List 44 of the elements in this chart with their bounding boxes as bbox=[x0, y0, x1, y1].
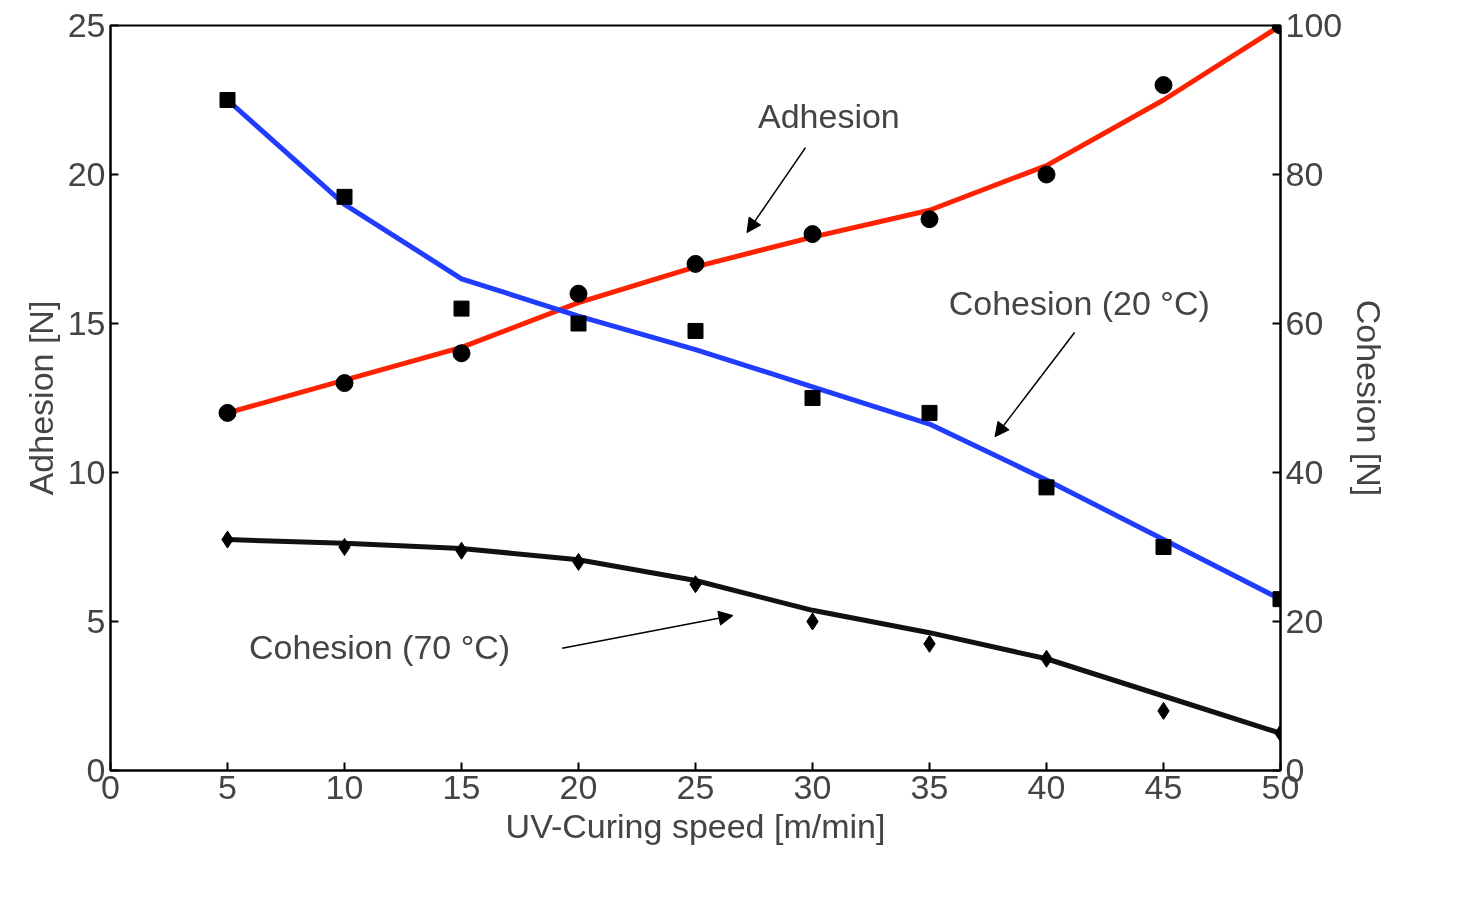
point bbox=[921, 404, 938, 421]
point bbox=[920, 210, 939, 229]
y-tick-label: 25 bbox=[67, 6, 106, 44]
annotation: Cohesion (20 °C) bbox=[948, 283, 1210, 322]
y-tick-label: 15 bbox=[67, 304, 106, 342]
point bbox=[1155, 539, 1172, 555]
point bbox=[1038, 479, 1055, 496]
x-tick-label: 35 bbox=[910, 767, 949, 806]
point bbox=[219, 92, 236, 108]
x-tick-label: 45 bbox=[1144, 767, 1183, 806]
annotation: Cohesion (70 °C) bbox=[249, 627, 511, 666]
x-tick-label: 15 bbox=[442, 767, 481, 806]
point bbox=[1037, 165, 1056, 184]
y2-tick-label: 60 bbox=[1285, 304, 1324, 342]
point bbox=[570, 315, 587, 332]
annotation: Adhesion bbox=[757, 97, 900, 136]
point bbox=[569, 284, 588, 303]
x-tick-label: 25 bbox=[676, 767, 715, 806]
point bbox=[804, 390, 821, 406]
x-axis-title: UV-Curing speed [m/min] bbox=[505, 806, 886, 845]
y-tick-label: 5 bbox=[86, 602, 106, 640]
y2-tick-label: 100 bbox=[1285, 6, 1343, 44]
y-tick-label: 10 bbox=[67, 453, 106, 491]
y2-axis-title: Cohesion [N] bbox=[1350, 299, 1389, 497]
x-tick-label: 10 bbox=[325, 767, 364, 806]
point bbox=[687, 322, 704, 339]
y-tick-label: 20 bbox=[67, 155, 106, 193]
y2-tick-label: 80 bbox=[1285, 155, 1324, 193]
y2-tick-label: 20 bbox=[1285, 602, 1324, 640]
x-tick-label: 5 bbox=[218, 767, 237, 806]
point bbox=[686, 254, 705, 273]
point bbox=[453, 300, 470, 317]
point bbox=[803, 225, 822, 244]
point bbox=[335, 374, 354, 393]
y-axis-title: Adhesion [N] bbox=[21, 300, 60, 496]
y2-tick-label: 40 bbox=[1285, 453, 1324, 491]
x-tick-label: 40 bbox=[1027, 767, 1066, 806]
point bbox=[218, 403, 237, 422]
x-tick-label: 20 bbox=[559, 767, 598, 806]
point bbox=[338, 538, 351, 556]
point bbox=[336, 188, 353, 205]
x-tick-label: 30 bbox=[793, 767, 832, 806]
point bbox=[1154, 76, 1173, 95]
point bbox=[452, 344, 471, 363]
